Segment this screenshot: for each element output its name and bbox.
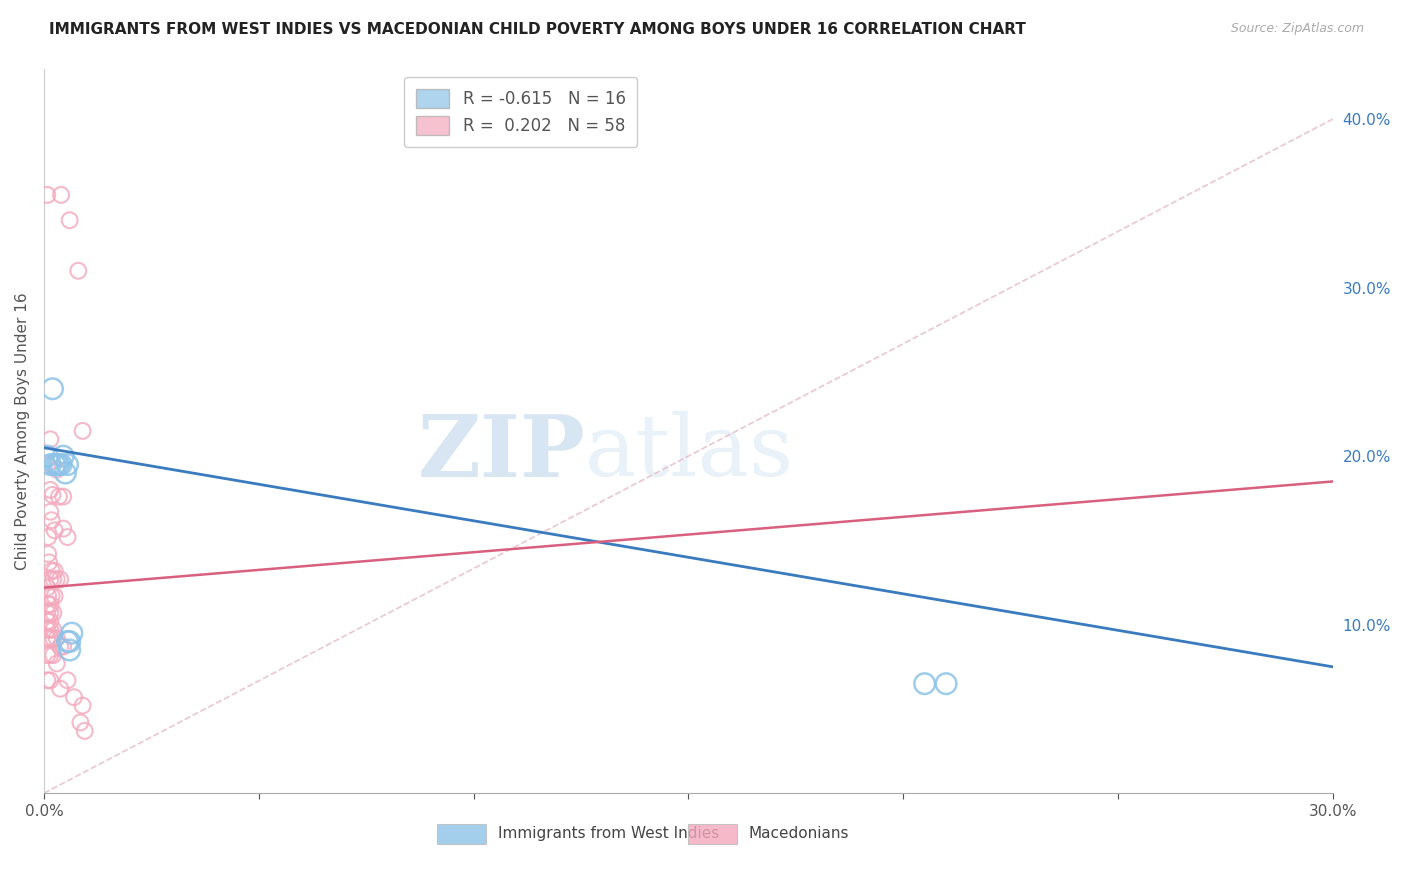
Point [72,424,94,438]
Legend: R = -0.615   N = 16, R =  0.202   N = 58: R = -0.615 N = 16, R = 0.202 N = 58 [405,77,637,147]
Point [41,564,63,578]
Point [42,623,65,637]
Bar [437,823,486,844]
Text: atlas: atlas [585,411,794,494]
Point [45,458,67,472]
Point [39,606,62,620]
Point [37,615,59,629]
Point [44,564,66,578]
Point [37,188,59,202]
Point [37,581,59,595]
Point [38,555,60,569]
Point [56,458,79,472]
Point [45,463,67,477]
Point [60,626,83,640]
Text: IMMIGRANTS FROM WEST INDIES VS MACEDONIAN CHILD POVERTY AMONG BOYS UNDER 16 CORR: IMMIGRANTS FROM WEST INDIES VS MACEDONIA… [49,22,1026,37]
Point [49,458,72,472]
Point [56,634,79,648]
Point [52,490,75,504]
Point [67,264,90,278]
Point [37,458,59,472]
Point [42,606,65,620]
Point [39,648,62,662]
Point [59,634,82,648]
Point [44,524,66,538]
Point [37,623,59,637]
Point [37,673,59,688]
Point [53,466,76,480]
Point [59,213,82,227]
Point [45,631,67,645]
Point [37,648,59,662]
Point [48,490,70,504]
Point [49,681,72,696]
Point [37,589,59,603]
Point [39,432,62,446]
Point [37,449,59,463]
Point [45,657,67,671]
Point [914,676,936,690]
Point [49,640,72,654]
Point [37,530,59,544]
Point [52,640,75,654]
Point [41,488,63,502]
Point [69,715,91,730]
Point [42,572,65,586]
Point [52,522,75,536]
Point [56,530,79,544]
Point [52,449,75,463]
Point [39,631,62,645]
Point [72,698,94,713]
Point [39,572,62,586]
Point [44,589,66,603]
Point [42,648,65,662]
Point [935,676,957,690]
Bar [689,823,737,844]
Point [37,606,59,620]
Point [63,690,86,705]
Point [39,623,62,637]
Point [39,673,62,688]
Point [45,572,67,586]
Point [39,483,62,497]
Y-axis label: Child Poverty Among Boys Under 16: Child Poverty Among Boys Under 16 [15,292,30,570]
Text: ZIP: ZIP [418,410,585,495]
Text: Immigrants from West Indies: Immigrants from West Indies [498,826,718,840]
Text: Macedonians: Macedonians [749,826,849,840]
Point [39,598,62,612]
Point [56,673,79,688]
Point [42,631,65,645]
Point [44,458,66,472]
Point [37,598,59,612]
Point [41,513,63,527]
Point [39,458,62,472]
Point [41,589,63,603]
Point [37,547,59,561]
Point [39,615,62,629]
Point [41,382,63,396]
Point [48,458,70,472]
Point [49,188,72,202]
Point [37,631,59,645]
Point [73,723,96,738]
Point [49,572,72,586]
Point [59,643,82,657]
Point [39,505,62,519]
Text: Source: ZipAtlas.com: Source: ZipAtlas.com [1230,22,1364,36]
